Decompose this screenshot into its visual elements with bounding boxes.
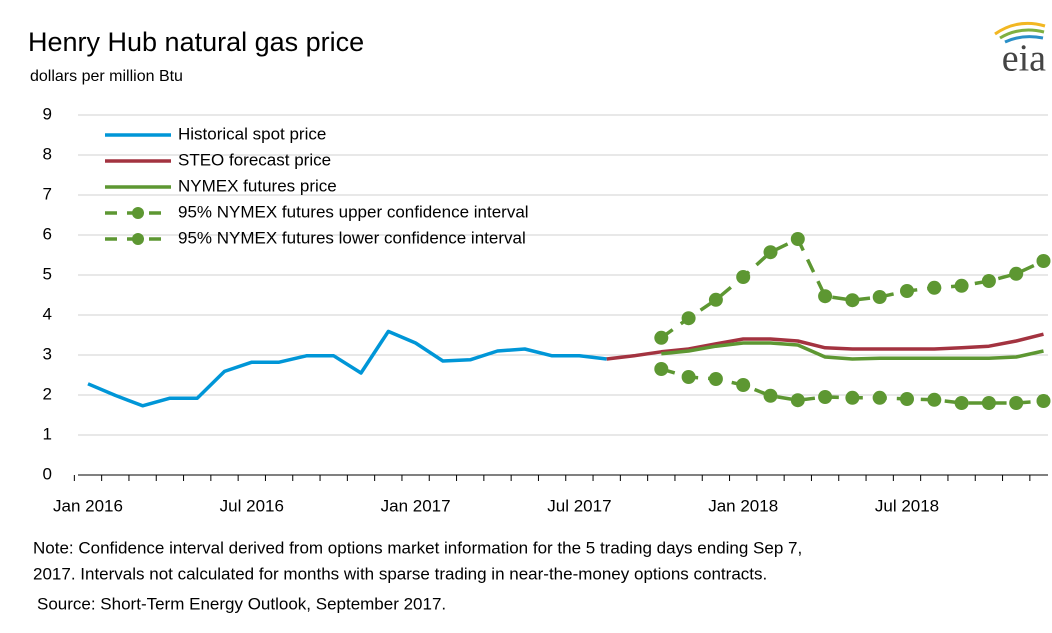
chart-title: Henry Hub natural gas price <box>28 27 364 57</box>
series-marker <box>736 378 751 392</box>
series-marker <box>818 289 833 304</box>
series-marker <box>927 392 942 407</box>
series-marker <box>872 290 887 304</box>
y-tick-label: 5 <box>43 264 52 283</box>
logo-text: eia <box>1002 38 1046 80</box>
legend-label: 95% NYMEX futures upper confidence inter… <box>178 202 529 221</box>
series-marker <box>1009 266 1024 281</box>
logo: eia <box>994 21 1046 80</box>
series-marker <box>981 274 996 288</box>
x-tick-label: Jul 2018 <box>875 496 939 515</box>
series-marker <box>763 245 778 260</box>
x-tick-label: Jan 2018 <box>708 496 778 515</box>
series-marker <box>954 396 969 410</box>
x-tick-label: Jan 2017 <box>381 496 451 515</box>
series-marker <box>1009 396 1024 410</box>
legend-marker <box>132 233 144 245</box>
logo-arc <box>999 28 1045 40</box>
y-tick-label: 8 <box>43 144 52 163</box>
logo-arc <box>1004 35 1044 44</box>
note: Note: Confidence interval derived from o… <box>33 538 802 557</box>
series-marker <box>900 284 914 298</box>
series-marker <box>1036 394 1051 408</box>
x-tick-label: Jul 2017 <box>547 496 611 515</box>
series-marker <box>681 311 696 326</box>
series-marker <box>708 372 723 386</box>
y-tick-label: 2 <box>43 384 52 403</box>
series-line <box>606 332 1044 361</box>
series-marker <box>845 293 860 308</box>
series-marker <box>654 330 669 345</box>
note: 2017. Intervals not calculated for month… <box>33 564 767 583</box>
series-marker <box>1036 254 1051 268</box>
series-marker <box>900 392 914 406</box>
x-tick-label: Jan 2016 <box>53 496 123 515</box>
chart-subtitle: dollars per million Btu <box>30 68 183 85</box>
series-line <box>87 329 607 408</box>
series-marker <box>954 278 969 293</box>
y-tick-label: 3 <box>43 344 52 363</box>
series-line <box>661 341 1044 361</box>
series-marker <box>654 362 669 376</box>
series-marker <box>708 292 723 307</box>
source: Source: Short-Term Energy Outlook, Septe… <box>37 594 446 613</box>
series-marker <box>981 396 996 410</box>
series-line <box>660 237 1045 340</box>
legend-label: 95% NYMEX futures lower confidence inter… <box>178 228 526 247</box>
series-marker <box>736 270 751 284</box>
y-tick-label: 7 <box>43 184 52 203</box>
series-marker <box>872 390 887 405</box>
series-marker <box>681 370 696 384</box>
legend-label: Historical spot price <box>178 124 326 143</box>
series-marker <box>763 388 778 403</box>
series-marker <box>845 390 860 405</box>
x-tick-label: Jul 2016 <box>220 496 284 515</box>
legend-marker <box>132 207 144 219</box>
y-tick-label: 6 <box>43 224 52 243</box>
series-marker <box>790 232 805 246</box>
legend-label: NYMEX futures price <box>178 176 337 195</box>
series-marker <box>790 393 805 408</box>
y-tick-label: 1 <box>43 424 52 443</box>
legend-label: STEO forecast price <box>178 150 331 169</box>
y-tick-label: 0 <box>43 464 52 483</box>
series-marker <box>818 390 833 404</box>
y-tick-label: 9 <box>43 104 52 123</box>
y-tick-label: 4 <box>43 304 52 323</box>
series-marker <box>927 280 942 295</box>
logo-arc <box>994 21 1046 36</box>
